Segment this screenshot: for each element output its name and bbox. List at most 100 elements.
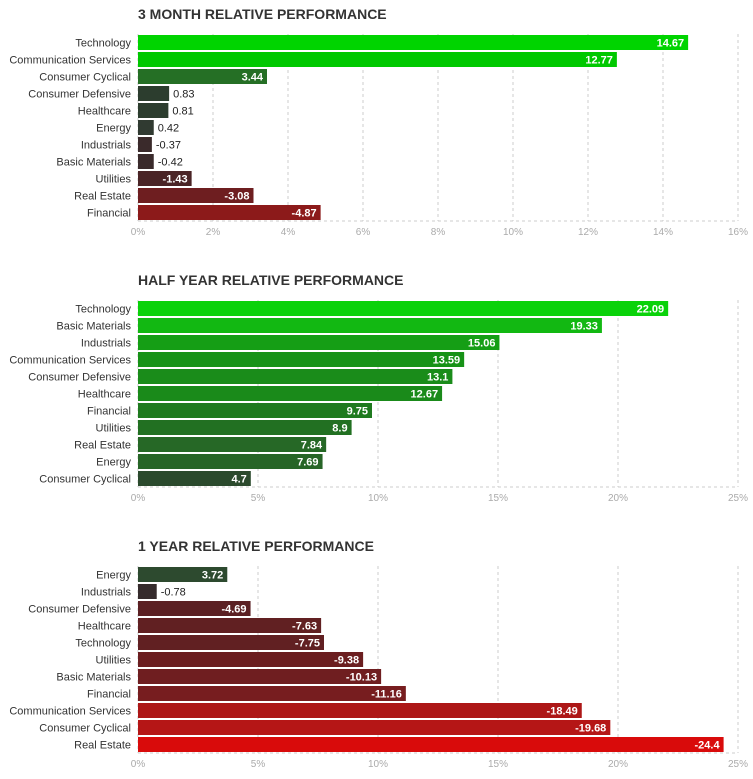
category-label: Technology — [75, 638, 131, 650]
bar[interactable] — [138, 720, 611, 735]
category-label: Communication Services — [9, 55, 131, 67]
bar-value-label: -0.78 — [161, 587, 186, 599]
bar-value-label: 15.06 — [468, 338, 496, 350]
bar-value-label: -0.42 — [158, 157, 183, 169]
bar[interactable] — [138, 35, 689, 50]
bar-value-label: 13.59 — [433, 355, 461, 367]
bar[interactable] — [138, 335, 500, 350]
bar-value-label: 12.67 — [411, 389, 439, 401]
chart-title: 1 YEAR RELATIVE PERFORMANCE — [138, 538, 374, 554]
bar-value-label: -4.69 — [221, 604, 246, 616]
x-tick-label: 15% — [488, 759, 508, 770]
bar[interactable] — [138, 686, 406, 701]
bar[interactable] — [138, 301, 669, 316]
bar[interactable] — [138, 120, 154, 135]
x-tick-label: 10% — [368, 493, 388, 504]
bar-value-label: 4.7 — [232, 474, 247, 486]
bar[interactable] — [138, 69, 267, 84]
bar[interactable] — [138, 103, 169, 118]
x-tick-label: 25% — [728, 759, 748, 770]
category-label: Basic Materials — [56, 672, 131, 684]
category-label: Financial — [87, 208, 131, 220]
bar[interactable] — [138, 171, 192, 186]
category-label: Healthcare — [78, 621, 131, 633]
bar-value-label: 22.09 — [637, 304, 665, 316]
bar[interactable] — [138, 205, 321, 220]
bar-value-label: -10.13 — [346, 672, 377, 684]
bar[interactable] — [138, 403, 372, 418]
category-label: Consumer Defensive — [28, 89, 131, 101]
bar-value-label: 0.81 — [172, 106, 193, 118]
bar-value-label: 19.33 — [570, 321, 598, 333]
category-label: Utilities — [96, 655, 132, 667]
bar[interactable] — [138, 635, 324, 650]
bar[interactable] — [138, 567, 228, 582]
category-label: Utilities — [96, 423, 132, 435]
category-label: Consumer Cyclical — [39, 72, 131, 84]
category-label: Communication Services — [9, 706, 131, 718]
bar[interactable] — [138, 137, 152, 152]
bar[interactable] — [138, 669, 382, 684]
category-label: Utilities — [96, 174, 132, 186]
bar[interactable] — [138, 471, 251, 486]
bar[interactable] — [138, 369, 453, 384]
bar[interactable] — [138, 703, 582, 718]
x-tick-label: 25% — [728, 493, 748, 504]
category-label: Real Estate — [74, 440, 131, 452]
x-tick-label: 5% — [251, 759, 266, 770]
x-tick-label: 8% — [431, 227, 446, 238]
x-tick-label: 12% — [578, 227, 598, 238]
bar[interactable] — [138, 618, 322, 633]
category-label: Real Estate — [74, 191, 131, 203]
bar[interactable] — [138, 601, 251, 616]
bar[interactable] — [138, 86, 170, 101]
bar-value-label: -0.37 — [156, 140, 181, 152]
bar[interactable] — [138, 454, 323, 469]
bar[interactable] — [138, 420, 352, 435]
bar-value-label: -4.87 — [292, 208, 317, 220]
bar-value-label: 7.84 — [301, 440, 323, 452]
category-label: Energy — [96, 123, 131, 135]
category-label: Consumer Defensive — [28, 372, 131, 384]
bar-value-label: -19.68 — [575, 723, 606, 735]
chart-1-year: 1 YEAR RELATIVE PERFORMANCE 0% 5% 10% 15% 20%… — [9, 538, 748, 770]
x-tick-label: 6% — [356, 227, 371, 238]
x-tick-label: 0% — [131, 493, 146, 504]
bar[interactable] — [138, 318, 602, 333]
x-tick-label: 20% — [608, 493, 628, 504]
category-label: Consumer Cyclical — [39, 474, 131, 486]
category-label: Financial — [87, 689, 131, 701]
category-label: Energy — [96, 457, 131, 469]
category-label: Technology — [75, 304, 131, 316]
bar[interactable] — [138, 652, 364, 667]
category-label: Technology — [75, 38, 131, 50]
bar-value-label: 14.67 — [657, 38, 685, 50]
bar[interactable] — [138, 737, 724, 752]
bar-value-label: 13.1 — [427, 372, 448, 384]
x-tick-label: 0% — [131, 759, 146, 770]
category-label: Financial — [87, 406, 131, 418]
bar[interactable] — [138, 52, 617, 67]
category-label: Industrials — [81, 140, 132, 152]
category-label: Industrials — [81, 338, 132, 350]
category-label: Energy — [96, 570, 131, 582]
x-tick-label: 2% — [206, 227, 221, 238]
bar[interactable] — [138, 154, 154, 169]
x-tick-label: 10% — [368, 759, 388, 770]
x-tick-label: 5% — [251, 493, 266, 504]
x-tick-label: 14% — [653, 227, 673, 238]
category-label: Basic Materials — [56, 157, 131, 169]
chart-title: 3 MONTH RELATIVE PERFORMANCE — [138, 6, 387, 22]
bar[interactable] — [138, 352, 465, 367]
category-label: Healthcare — [78, 389, 131, 401]
bar[interactable] — [138, 584, 157, 599]
bar[interactable] — [138, 386, 443, 401]
bar[interactable] — [138, 437, 327, 452]
bar-value-label: -1.43 — [163, 174, 188, 186]
category-label: Healthcare — [78, 106, 131, 118]
bar[interactable] — [138, 188, 254, 203]
category-label: Real Estate — [74, 740, 131, 752]
bar-value-label: -18.49 — [547, 706, 578, 718]
